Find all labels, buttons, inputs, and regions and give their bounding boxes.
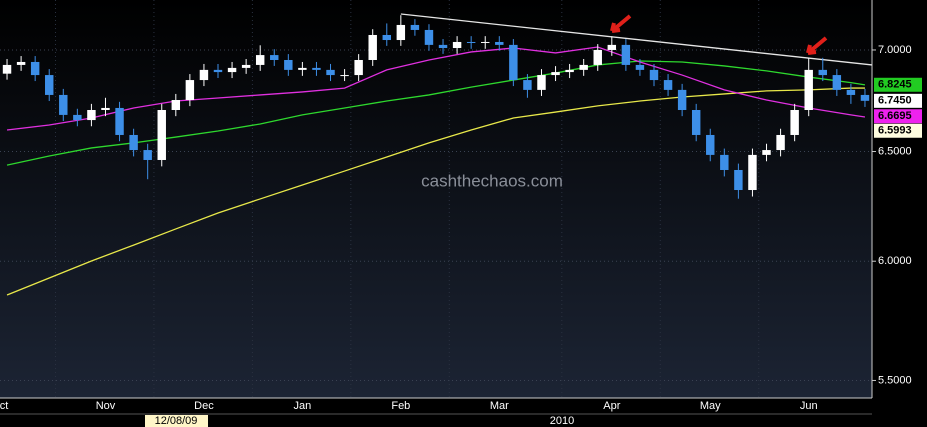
price-tag <box>874 93 922 108</box>
candle-body <box>213 69 223 73</box>
candle-body <box>241 64 251 68</box>
price-tag <box>874 77 922 92</box>
candle-body <box>129 134 138 151</box>
candle-body <box>87 109 96 121</box>
price-tag-label: 6.7450 <box>878 95 912 107</box>
candle-body <box>677 89 687 110</box>
date-label-box <box>145 415 208 427</box>
candle-body <box>438 44 448 49</box>
candle-body <box>143 150 152 160</box>
x-tick-label: Feb <box>391 400 410 412</box>
x-tick-label: Dec <box>194 400 214 412</box>
price-tag-label: 6.8245 <box>878 79 912 91</box>
candle-body <box>59 94 68 115</box>
candle-body <box>860 94 870 101</box>
candle-body <box>410 24 420 30</box>
candle-body <box>832 75 842 90</box>
candle-body <box>635 64 645 70</box>
candle-body <box>284 59 293 70</box>
x-tick-label: May <box>700 400 721 412</box>
candle-body <box>227 67 237 73</box>
candle-body <box>326 69 335 76</box>
candle-body <box>2 64 12 74</box>
plot <box>0 0 872 398</box>
candle-body <box>45 75 54 95</box>
x-axis-area <box>0 398 872 427</box>
x-sublabel: 2010 <box>550 415 574 427</box>
candle-body <box>706 134 715 155</box>
x-tick-label: ct <box>0 400 8 412</box>
candle-body <box>565 69 574 73</box>
axes: 5.5000 6.0000 6.5000 7.0000 ct Nov Dec Jan Feb Ma… <box>0 44 922 427</box>
candle-body <box>466 41 476 43</box>
y-tick-label: 7.0000 <box>878 44 912 56</box>
moving-average-line <box>6 60 866 166</box>
x-tick-label: Mar <box>490 400 509 412</box>
price-tag <box>874 123 922 138</box>
candle-body <box>649 69 659 81</box>
candle-body <box>255 55 265 65</box>
candle-body <box>846 89 856 95</box>
y-tick-label: 6.5000 <box>878 145 912 157</box>
candle-body <box>579 64 588 70</box>
candle-body <box>523 80 532 90</box>
candle-body <box>30 61 40 76</box>
price-tag-label: 6.5993 <box>878 125 912 137</box>
candle-body <box>16 61 26 65</box>
candle-body <box>171 100 181 110</box>
plot-background <box>0 0 872 398</box>
candle-body <box>495 41 504 45</box>
arrow <box>806 36 828 55</box>
candle-body <box>551 72 560 76</box>
x-tick-label: Jun <box>800 400 818 412</box>
x-tick-label: Nov <box>96 400 116 412</box>
candle-body <box>157 109 166 160</box>
candle-body <box>424 29 434 45</box>
candle-body <box>270 55 279 60</box>
candle-body <box>382 34 391 41</box>
price-tag <box>874 109 922 124</box>
price-tag-label: 6.6695 <box>878 110 912 122</box>
candle-body <box>73 114 82 121</box>
candle-body <box>593 49 602 65</box>
y-axis-area <box>872 0 927 427</box>
candle-body <box>396 24 406 41</box>
candle-body <box>509 44 518 81</box>
candle-body <box>481 41 490 43</box>
watermark: cashthechaos.com <box>421 171 563 190</box>
moving-average-line <box>6 87 865 296</box>
candle-body <box>790 109 799 135</box>
candle-body <box>115 107 124 135</box>
x-tick-label: Jan <box>294 400 312 412</box>
candle-body <box>452 41 462 49</box>
candle-body <box>720 154 729 170</box>
x-sublabel: 12/08/09 <box>155 415 198 427</box>
candle-body <box>818 69 827 76</box>
candle-body <box>101 107 110 110</box>
candle-body <box>354 59 363 76</box>
candle-body <box>663 80 673 90</box>
y-tick-label: 6.0000 <box>878 255 912 267</box>
candle-body <box>804 69 813 110</box>
candle-body <box>762 150 771 155</box>
candle-body <box>298 67 307 70</box>
candle-body <box>734 169 743 191</box>
x-tick-label: Apr <box>603 400 620 412</box>
candle-body <box>776 134 785 151</box>
trendline <box>400 13 872 66</box>
candle-body <box>199 69 209 81</box>
y-tick-label: 5.5000 <box>878 374 912 386</box>
candle-body <box>691 109 701 135</box>
candle-body <box>185 80 195 101</box>
candle-body <box>621 44 631 65</box>
candle-body <box>607 44 617 50</box>
arrow <box>610 14 632 33</box>
candle-body <box>368 34 377 60</box>
candle-body <box>312 67 321 70</box>
candle-body <box>537 75 546 90</box>
candle-body <box>340 75 349 77</box>
candle-body <box>748 154 757 191</box>
moving-average-line <box>6 46 866 131</box>
